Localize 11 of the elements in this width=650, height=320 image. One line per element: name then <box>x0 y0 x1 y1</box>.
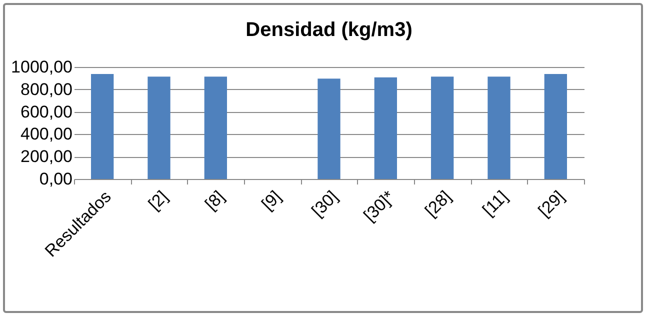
y-tick-label: 0,00 <box>39 170 72 188</box>
y-tick-label: 1000,00 <box>11 58 72 76</box>
y-tick-label: 600,00 <box>20 102 72 122</box>
y-tick-label: 200,00 <box>20 147 72 166</box>
x-tick-label: [11] <box>478 187 512 220</box>
x-tick-label: [8] <box>201 187 228 214</box>
y-tick-label: 800,00 <box>20 80 72 99</box>
chart-title: Densidad (kg/m3) <box>246 19 412 41</box>
x-tick-label: [9] <box>258 187 285 214</box>
y-tick-label: 400,00 <box>20 124 72 144</box>
x-tick-label: [2] <box>144 187 172 214</box>
